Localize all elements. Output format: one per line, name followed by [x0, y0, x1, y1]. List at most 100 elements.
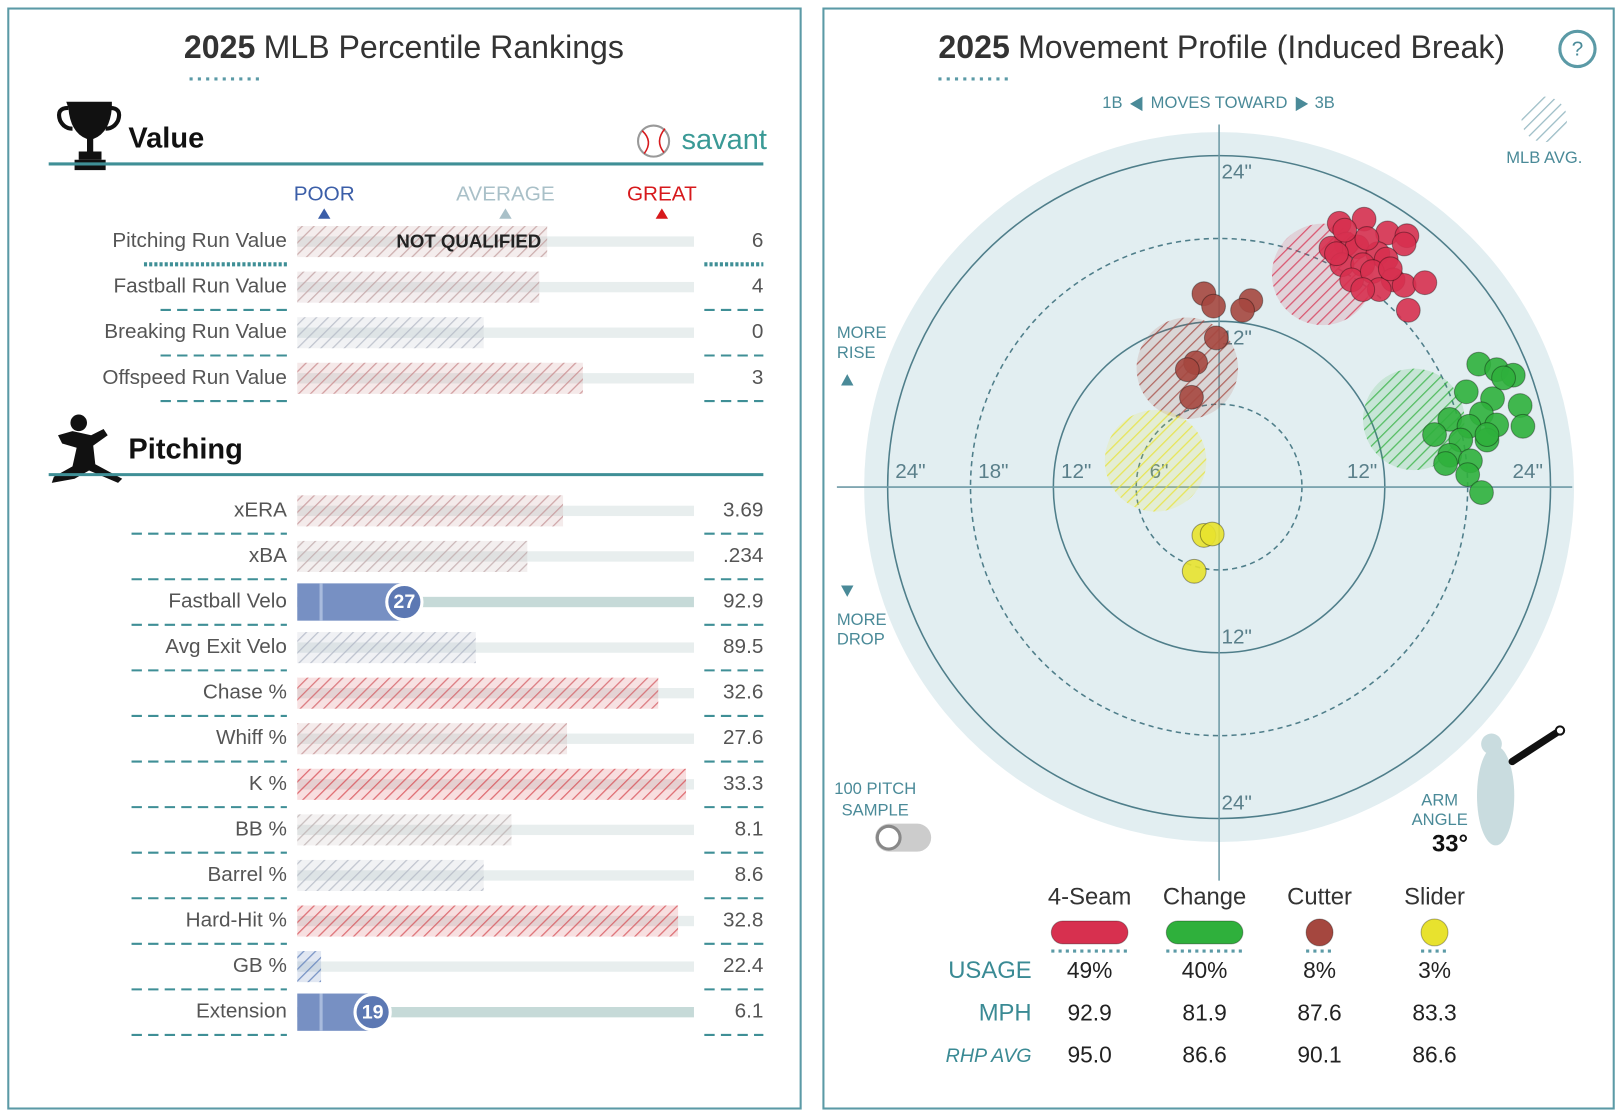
title-year: 2025: [184, 29, 255, 65]
direction-center: MOVES TOWARD: [1151, 93, 1288, 112]
percentile-bar: [297, 859, 484, 891]
metric-label: Hard-Hit %: [186, 909, 287, 932]
metric-label: Barrel %: [208, 863, 287, 886]
pitch-name: 4-Seam: [1048, 884, 1131, 911]
pitch-dot: [1350, 277, 1376, 302]
percentile-bar: [297, 495, 564, 527]
table-row-label: MPH: [979, 1000, 1032, 1027]
percentile-bar: [297, 905, 679, 937]
pitch-name: Cutter: [1287, 884, 1352, 911]
sample-label: SAMPLE: [842, 801, 909, 820]
savant-logo: [636, 124, 671, 158]
metric-value: 32.8: [723, 909, 763, 932]
pitch-name: Slider: [1404, 884, 1465, 911]
section-title: Value: [128, 123, 204, 155]
metric-label: Whiff %: [216, 726, 287, 749]
help-button[interactable]: [1558, 29, 1597, 69]
metric-value: 33.3: [723, 772, 763, 795]
table-cell: 95.0: [1067, 1042, 1111, 1068]
pitch-dot: [1433, 451, 1459, 477]
percentile-bar: [297, 540, 528, 572]
brand: savant: [682, 124, 767, 156]
toggle-knob[interactable]: [875, 824, 902, 851]
pitcher-head: [1481, 733, 1502, 755]
percentile-bar: [297, 632, 476, 664]
metric-label: GB %: [233, 954, 287, 977]
scale-label: POOR: [294, 182, 355, 205]
left-title: 2025 MLB Percentile Rankings: [184, 29, 624, 65]
pitch-dot: [1395, 297, 1421, 323]
pitch-dot: [1474, 422, 1500, 448]
ring-label: 18": [978, 460, 1008, 483]
scale-label: AVERAGE: [456, 182, 555, 205]
sample-label: 100 PITCH: [834, 779, 916, 798]
pitch-dot: [1455, 462, 1481, 488]
rise-arrow: [841, 374, 854, 386]
percentile-bar: [297, 677, 659, 709]
pitcher-icon: [51, 414, 123, 483]
pitch-name: Change: [1163, 884, 1246, 911]
scale-marker: [655, 208, 669, 219]
percentile-bar: [297, 362, 583, 394]
arm-angle-ball: [1554, 725, 1566, 736]
pitch-dot: [1181, 558, 1207, 584]
percentile-bar: [297, 226, 548, 258]
percentile-bar: [297, 317, 484, 349]
table-cell: 86.6: [1412, 1042, 1456, 1068]
pitch-dot: [1174, 357, 1200, 383]
metric-label: Fastball Run Value: [114, 275, 287, 298]
pitch-dot: [1453, 379, 1479, 405]
arm-angle-line: [1508, 726, 1564, 766]
metric-value: 27.6: [723, 726, 763, 749]
pitch-dot: [1354, 226, 1380, 251]
table-cell: 87.6: [1297, 999, 1341, 1025]
bar-track: [297, 642, 694, 653]
table-row-label: RHP AVG: [946, 1045, 1032, 1067]
metric-value: 8.1: [735, 817, 764, 840]
metric-label: Breaking Run Value: [104, 320, 287, 343]
drop-label: DROP: [837, 630, 885, 649]
arm-angle-label: ARM: [1421, 790, 1458, 809]
metric-label: Avg Exit Velo: [165, 635, 287, 658]
metric-label: BB %: [235, 817, 287, 840]
rise-label: RISE: [837, 343, 876, 362]
pitch-dot: [1469, 480, 1494, 506]
help-icon[interactable]: ?: [1572, 37, 1584, 60]
ring-label: 24": [895, 460, 925, 483]
pitch-swatch: [1305, 918, 1334, 947]
metric-label: Extension: [196, 1000, 287, 1023]
scale-label: GREAT: [627, 182, 697, 205]
percentile-bar: [297, 814, 512, 846]
rise-label: MORE: [837, 323, 887, 342]
pitch-swatch: [1165, 920, 1244, 945]
pitch-dot: [1391, 231, 1417, 257]
metric-value: 3.69: [723, 498, 763, 521]
table-cell: 90.1: [1297, 1042, 1341, 1068]
pitch-dot: [1324, 241, 1349, 267]
metric-value: 32.6: [723, 681, 763, 704]
pitch-dot: [1510, 413, 1536, 439]
ring-label: 24": [1222, 791, 1252, 814]
metric-value: 89.5: [723, 635, 763, 658]
percentile-badge-label: 27: [393, 591, 415, 613]
metric-label: Chase %: [203, 681, 287, 704]
pitch-dot: [1332, 217, 1358, 243]
table-row-label: USAGE: [948, 957, 1031, 984]
bar-track: [297, 596, 694, 608]
table-cell: 83.3: [1412, 999, 1456, 1025]
percentile-bar: [297, 723, 568, 755]
title-text: MLB Percentile Rankings: [264, 29, 624, 65]
ring-label: 12": [1061, 460, 1091, 483]
pitch-dot: [1422, 422, 1447, 448]
ring-label: 24": [1513, 460, 1543, 483]
pitcher-figure: [1476, 745, 1515, 846]
mlb-avg-label: MLB AVG.: [1506, 148, 1582, 167]
table-cell: 3%: [1418, 957, 1451, 983]
drop-label: MORE: [837, 610, 887, 629]
metric-value: 92.9: [723, 589, 763, 612]
percentile-badge: [385, 582, 424, 622]
ring-label: 24": [1222, 161, 1252, 184]
metric-value: 6.1: [735, 1000, 764, 1023]
metric-label: xERA: [234, 498, 287, 521]
metric-label: Fastball Velo: [168, 589, 287, 612]
